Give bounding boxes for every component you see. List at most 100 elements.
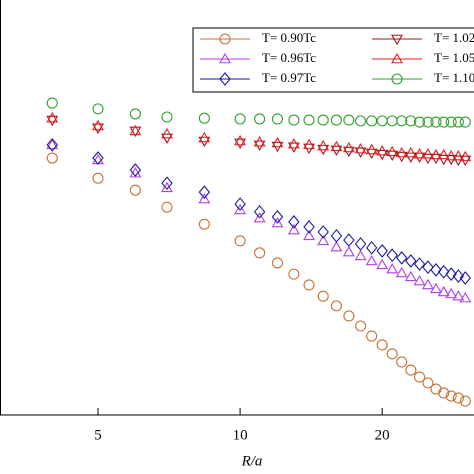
point bbox=[354, 143, 367, 154]
point bbox=[355, 320, 367, 332]
point bbox=[271, 136, 284, 148]
point bbox=[376, 144, 389, 156]
point bbox=[253, 136, 266, 147]
point bbox=[414, 371, 426, 383]
point bbox=[330, 228, 343, 243]
point bbox=[234, 113, 246, 125]
point bbox=[271, 216, 284, 228]
point bbox=[438, 116, 450, 128]
point bbox=[46, 115, 59, 127]
legend-marker bbox=[391, 52, 403, 64]
point bbox=[46, 138, 58, 152]
point bbox=[129, 126, 142, 138]
point bbox=[404, 270, 417, 282]
point bbox=[303, 114, 315, 126]
point bbox=[459, 116, 471, 128]
point bbox=[405, 254, 417, 268]
point bbox=[253, 211, 266, 223]
point bbox=[437, 264, 450, 279]
legend-marker bbox=[219, 33, 231, 45]
point bbox=[365, 143, 378, 155]
point bbox=[129, 108, 141, 120]
point bbox=[404, 152, 417, 163]
point bbox=[317, 234, 330, 246]
point bbox=[395, 146, 408, 158]
point bbox=[445, 390, 457, 402]
point bbox=[317, 114, 329, 126]
point bbox=[317, 139, 330, 151]
point bbox=[92, 103, 104, 115]
legend-label: T= 1.10Tc bbox=[434, 70, 474, 85]
point bbox=[46, 97, 58, 109]
point bbox=[317, 290, 329, 302]
point bbox=[376, 244, 388, 258]
point bbox=[445, 149, 458, 161]
point bbox=[413, 148, 426, 159]
point bbox=[437, 148, 450, 160]
point bbox=[422, 260, 434, 275]
point bbox=[330, 240, 343, 252]
point bbox=[386, 348, 398, 360]
point bbox=[430, 263, 442, 277]
legend-label: T= 1.05Tc bbox=[434, 50, 474, 65]
point bbox=[92, 123, 104, 134]
point bbox=[92, 151, 104, 165]
point bbox=[366, 330, 378, 342]
point bbox=[413, 274, 426, 286]
point bbox=[271, 257, 284, 269]
point bbox=[430, 383, 442, 395]
point bbox=[354, 249, 367, 261]
legend-marker bbox=[391, 73, 403, 85]
point bbox=[161, 127, 173, 139]
point bbox=[355, 115, 367, 127]
point bbox=[161, 111, 173, 123]
point bbox=[452, 290, 465, 301]
point bbox=[288, 268, 300, 280]
point bbox=[288, 215, 300, 229]
point bbox=[234, 203, 247, 215]
point bbox=[303, 138, 316, 150]
point bbox=[452, 116, 464, 128]
point bbox=[376, 339, 388, 351]
point bbox=[386, 262, 399, 274]
point bbox=[354, 237, 367, 251]
point bbox=[330, 140, 343, 152]
point bbox=[254, 247, 266, 259]
point bbox=[234, 235, 246, 247]
legend-box bbox=[192, 27, 474, 93]
point bbox=[129, 163, 142, 177]
point bbox=[459, 150, 472, 162]
legend-marker bbox=[219, 72, 231, 86]
point bbox=[342, 141, 355, 153]
point bbox=[46, 112, 59, 123]
point bbox=[287, 137, 300, 149]
point bbox=[452, 392, 464, 404]
legend-marker bbox=[391, 34, 403, 46]
point bbox=[421, 148, 434, 159]
point bbox=[92, 172, 104, 184]
point bbox=[414, 116, 426, 128]
point bbox=[271, 113, 284, 125]
point bbox=[92, 119, 104, 131]
point bbox=[343, 233, 355, 247]
x-tick-label: 10 bbox=[233, 427, 248, 443]
point bbox=[404, 146, 417, 158]
point bbox=[287, 223, 300, 235]
x-tick-label: 20 bbox=[375, 427, 390, 443]
point bbox=[271, 209, 284, 224]
point bbox=[303, 220, 315, 234]
point bbox=[396, 251, 408, 265]
point bbox=[422, 377, 434, 389]
point bbox=[303, 279, 315, 291]
legend-label: T= 1.02Tc bbox=[434, 30, 474, 45]
point bbox=[46, 138, 59, 150]
point bbox=[405, 364, 417, 376]
point bbox=[413, 257, 426, 271]
point bbox=[343, 310, 355, 322]
point bbox=[430, 116, 442, 128]
point bbox=[288, 114, 300, 126]
point bbox=[129, 184, 141, 196]
point bbox=[386, 145, 399, 157]
legend-marker bbox=[219, 52, 231, 64]
